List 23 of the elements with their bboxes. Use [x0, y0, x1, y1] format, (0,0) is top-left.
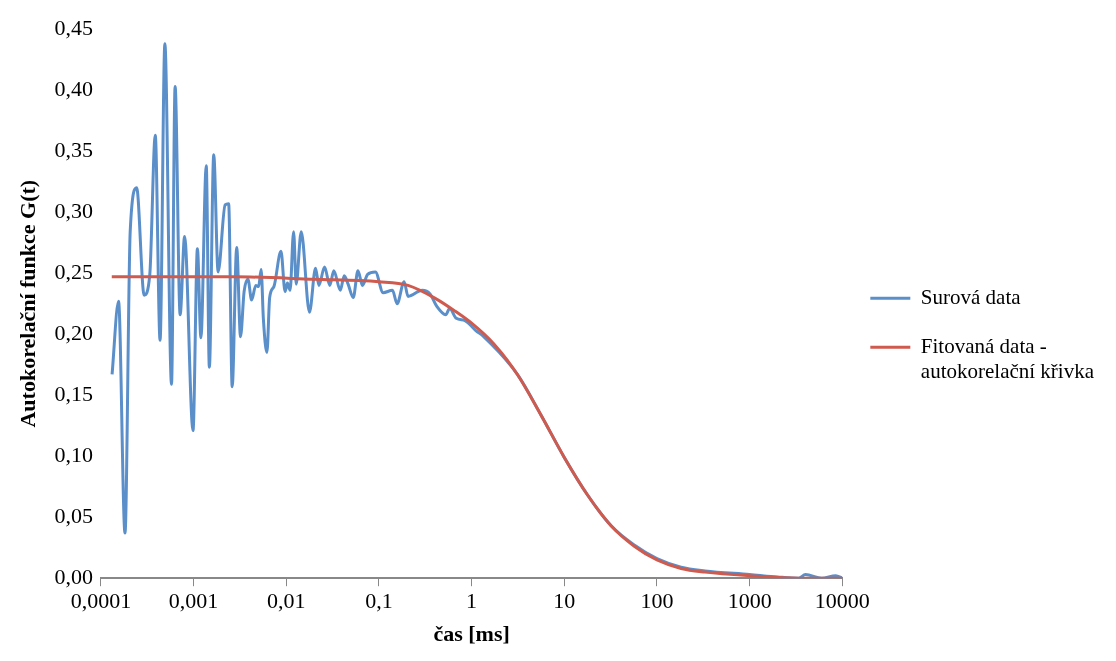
x-tick-label: 10	[553, 588, 576, 614]
y-tick-label: 0,40	[54, 75, 93, 101]
x-tick-label: 10000	[814, 588, 870, 614]
y-tick-label: 0,15	[54, 380, 93, 406]
x-tick-label: 0,001	[168, 588, 219, 614]
y-tick-label: 0,00	[54, 563, 93, 589]
y-tick-label: 0,35	[54, 136, 93, 162]
y-tick-label: 0,45	[54, 14, 93, 40]
y-tick-label: 0,05	[54, 502, 93, 528]
x-tick-label: 1000	[727, 588, 772, 614]
y-tick-label: 0,25	[54, 258, 93, 284]
x-tick-label: 1	[466, 588, 478, 614]
legend-label: Surová data	[920, 284, 1022, 309]
x-tick-label: 0,1	[365, 588, 393, 614]
x-tick-label: 100	[640, 588, 674, 614]
x-tick-label: 0,01	[267, 588, 306, 614]
y-tick-label: 0,30	[54, 197, 93, 223]
y-tick-label: 0,20	[54, 319, 93, 345]
y-axis-title: Autokorelační funkce G(t)	[14, 179, 40, 428]
x-axis-title: čas [ms]	[433, 621, 510, 647]
legend-label: Fitovaná data - autokorelační křivka	[920, 333, 1095, 384]
y-tick-label: 0,10	[54, 441, 93, 467]
x-tick-label: 0,0001	[70, 588, 132, 614]
